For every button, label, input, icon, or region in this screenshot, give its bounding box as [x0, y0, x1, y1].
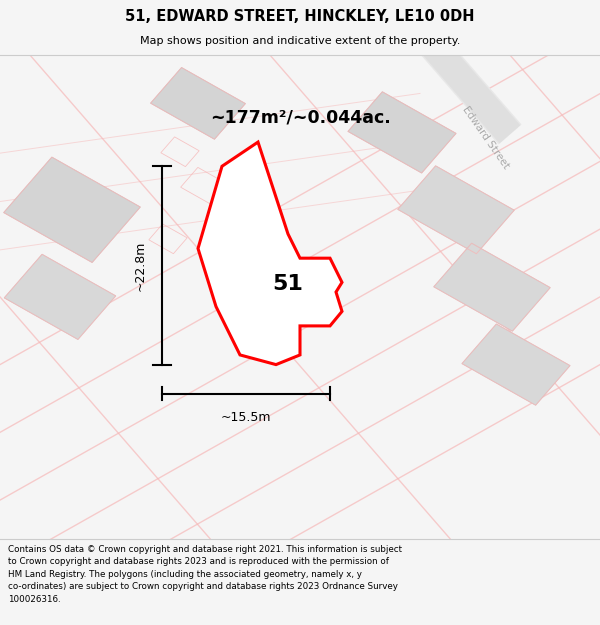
Text: Edward Street: Edward Street [461, 104, 511, 171]
Text: Map shows position and indicative extent of the property.: Map shows position and indicative extent… [140, 36, 460, 46]
Text: 51: 51 [272, 274, 302, 294]
Polygon shape [398, 166, 514, 254]
Text: 51, EDWARD STREET, HINCKLEY, LE10 0DH: 51, EDWARD STREET, HINCKLEY, LE10 0DH [125, 9, 475, 24]
Polygon shape [434, 243, 550, 331]
Polygon shape [348, 92, 456, 173]
Text: Contains OS data © Crown copyright and database right 2021. This information is : Contains OS data © Crown copyright and d… [8, 545, 402, 604]
Text: ~177m²/~0.044ac.: ~177m²/~0.044ac. [210, 109, 391, 127]
Polygon shape [462, 324, 570, 405]
Polygon shape [4, 157, 140, 262]
Text: ~15.5m: ~15.5m [221, 411, 271, 424]
Polygon shape [151, 68, 245, 139]
Text: ~22.8m: ~22.8m [134, 240, 147, 291]
Polygon shape [4, 254, 116, 339]
Polygon shape [198, 142, 342, 364]
